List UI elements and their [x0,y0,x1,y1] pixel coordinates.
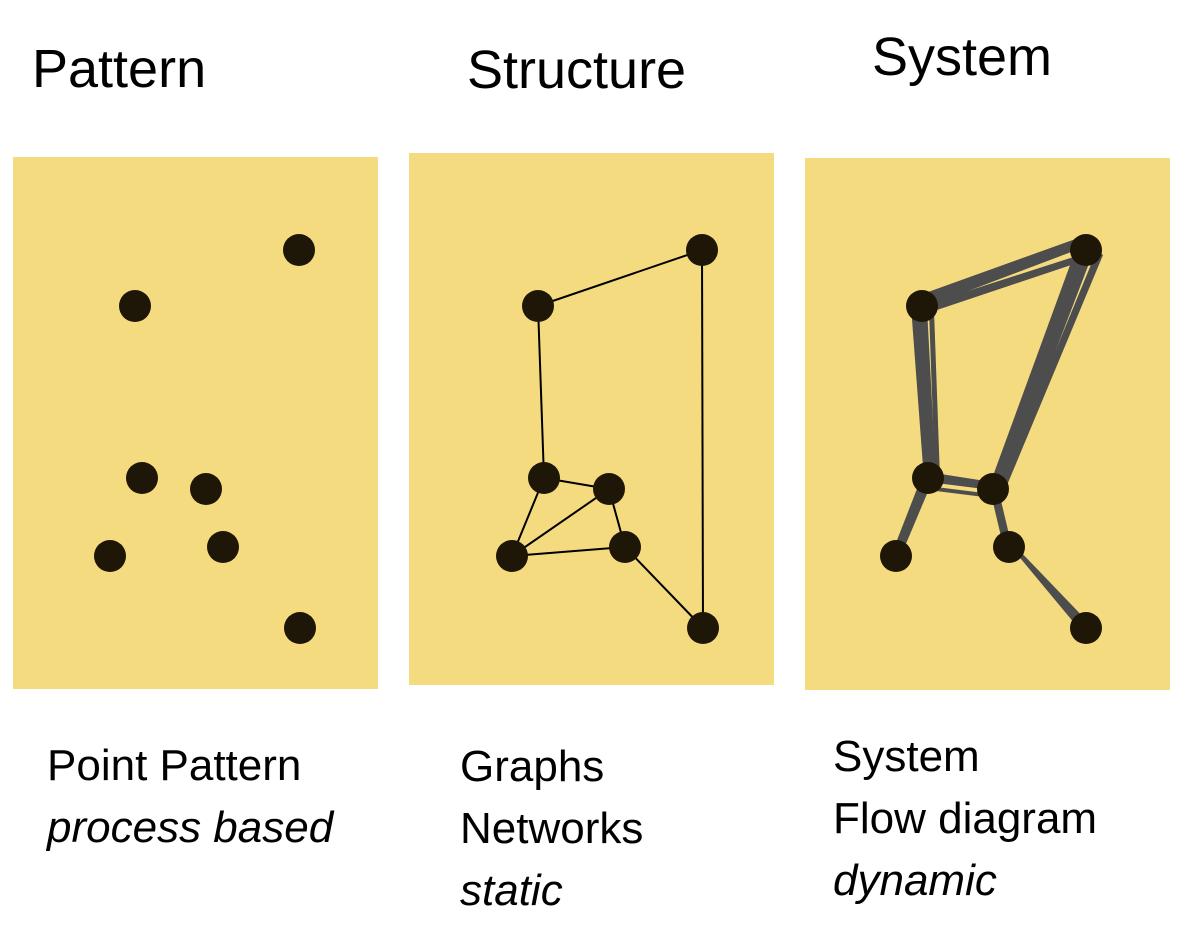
pattern-title: Pattern [32,39,207,99]
structure-caption-line: Graphs [460,742,605,791]
system-caption-line: Flow diagram [833,794,1098,843]
structure-caption: Graphs Networks static [460,736,643,922]
system-panel [805,158,1170,690]
pattern-caption: Point Pattern process based [47,735,333,859]
structure-title: Structure [467,40,687,100]
system-title: System [872,27,1053,87]
system-caption-line: System [833,732,980,781]
system-caption: System Flow diagram dynamic [833,726,1097,912]
system-caption-italic: dynamic [833,856,997,905]
structure-panel [409,153,774,685]
structure-caption-line: Networks [460,804,644,853]
pattern-caption-italic: process based [47,803,334,852]
pattern-panel [13,157,378,689]
pattern-caption-line: Point Pattern [47,741,302,790]
structure-caption-italic: static [460,866,563,915]
